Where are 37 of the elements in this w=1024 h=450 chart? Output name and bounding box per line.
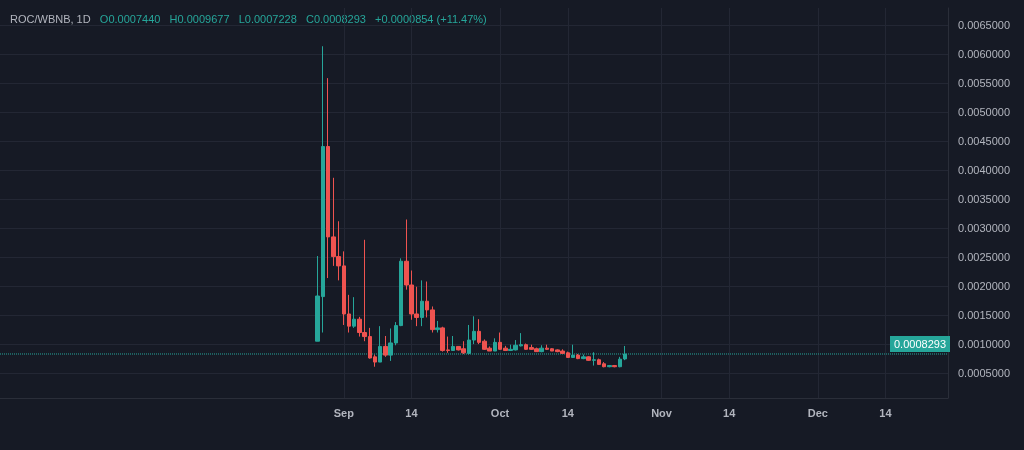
x-tick-label: Dec: [807, 406, 828, 419]
x-tick-label: 14: [561, 406, 575, 419]
x-tick-label: Oct: [490, 406, 510, 419]
x-tick-label: 14: [405, 406, 419, 419]
candlestick: [612, 364, 617, 368]
annotation: +0.0000854 (+11.47%): [375, 12, 487, 25]
candlestick: [607, 364, 612, 368]
y-tick-label: 0.0005000: [958, 367, 1010, 380]
annotation: C0.0008293: [305, 12, 366, 25]
y-tick-label: 0.0065000: [958, 19, 1010, 32]
x-tick-label: Nov: [651, 406, 673, 419]
annotation: H0.0009677: [169, 12, 230, 25]
y-tick-label: 0.0030000: [958, 222, 1010, 235]
y-tick-label: 0.0035000: [958, 193, 1010, 206]
ref-line-label: 0.0008293: [894, 338, 946, 350]
candlestick: [383, 335, 388, 358]
y-tick-label: 0.0020000: [958, 280, 1010, 293]
annotation: L0.0007228: [238, 12, 297, 25]
y-tick-label: 0.0055000: [958, 77, 1010, 90]
candlestick: [435, 320, 440, 334]
chart-title: ROC/WBNB, 1D: [10, 12, 91, 25]
y-tick-label: 0.0010000: [958, 338, 1010, 351]
candlestick: [352, 296, 356, 329]
y-tick-label: 0.0050000: [958, 106, 1010, 119]
x-tick-label: Sep: [333, 406, 355, 419]
x-tick-label: 14: [879, 406, 893, 419]
candlestick: [451, 335, 455, 351]
y-tick-label: 0.0045000: [958, 135, 1010, 148]
candlestick: [420, 279, 424, 327]
y-tick-label: 0.0060000: [958, 48, 1010, 61]
annotation: O0.0007440: [99, 12, 161, 25]
candlestick: [576, 353, 580, 360]
y-tick-label: 0.0025000: [958, 251, 1010, 264]
x-tick-label: 14: [723, 406, 737, 419]
y-tick-label: 0.0040000: [958, 164, 1010, 177]
candlestick: [586, 355, 591, 362]
y-tick-label: 0.0015000: [958, 309, 1010, 322]
